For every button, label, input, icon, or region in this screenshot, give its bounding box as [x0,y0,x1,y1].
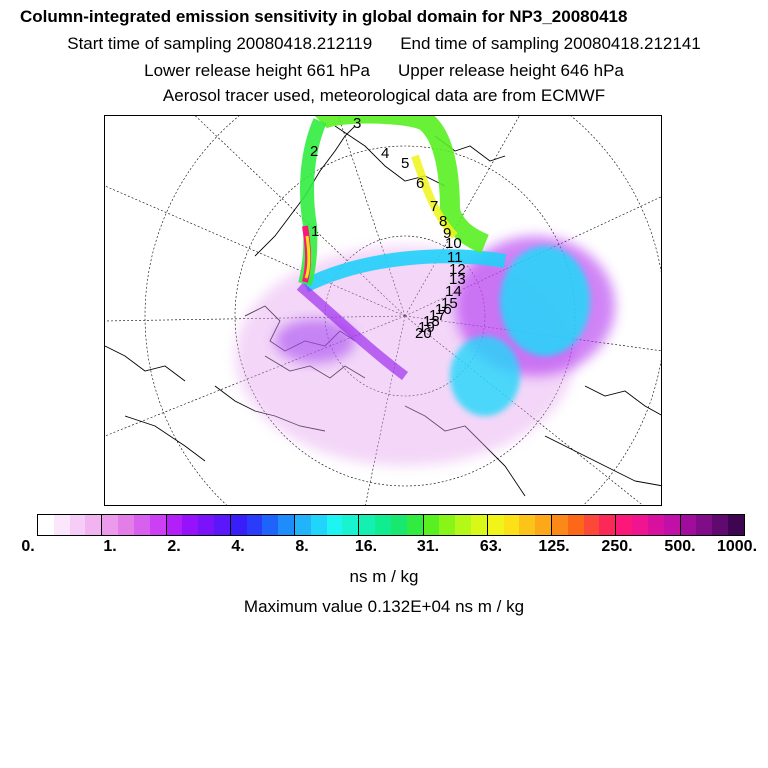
colorbar-swatch [262,515,279,535]
colorbar-swatch [696,515,713,535]
colorbar-swatch [213,515,230,535]
release-heights: Lower release height 661 hPa Upper releas… [0,61,768,81]
colorbar-swatch [470,515,487,535]
colorbar-swatch [647,515,664,535]
colorbar-swatch [294,515,311,535]
colorbar-swatch [439,515,456,535]
colorbar [37,514,745,536]
colorbar-swatch [278,515,294,535]
trajectory-label: 7 [430,198,438,215]
colorbar-swatch [422,515,440,535]
colorbar-swatch [198,515,214,535]
colorbar-swatch [455,515,471,535]
colorbar-swatch [567,515,584,535]
sensitivity-field [235,116,615,466]
colorbar-swatch [663,515,680,535]
colorbar-tick-label: 500. [664,538,696,555]
sampling-times: Start time of sampling 20080418.212119 En… [0,34,768,54]
trajectory-label: 3 [353,116,361,132]
trajectory-label: 6 [416,175,424,192]
trajectory-label: 11 [447,249,463,266]
colorbar-swatch [390,515,407,535]
colorbar-swatch [53,515,70,535]
colorbar-tick-label: 1. [103,538,117,555]
lower-release-height: Lower release height 661 hPa [144,61,370,80]
colorbar-swatch [149,515,166,535]
colorbar-swatch [503,515,520,535]
colorbar-tick-label: 31. [416,538,440,555]
colorbar-tick-label: 4. [231,538,245,555]
trajectory-label: 2 [310,143,318,160]
colorbar-swatch [535,515,551,535]
colorbar-swatch [133,515,150,535]
trajectory-label: 12 [449,261,466,278]
start-time: Start time of sampling 20080418.212119 [67,34,373,53]
colorbar-swatch [69,515,86,535]
tracer-info: Aerosol tracer used, meteorological data… [162,86,606,105]
trajectory-label: 20 [415,325,432,342]
end-time: End time of sampling 20080418.212141 [400,34,701,53]
colorbar-swatch [38,515,54,535]
colorbar-swatch [712,515,728,535]
map-title: Column-integrated emission sensitivity i… [20,7,628,26]
colorbar-swatch [727,515,744,535]
colorbar-swatch [375,515,391,535]
colorbar-tick-label: 2. [167,538,181,555]
trajectory-label: 15 [441,295,458,312]
colorbar-units: ns m / kg [349,567,419,586]
trajectory-label: 14 [445,283,462,300]
trajectory-label: 18 [423,313,440,330]
colorbar-swatch [101,515,119,535]
colorbar-swatch [342,515,359,535]
trajectory-label: 17 [429,307,446,324]
trajectory-label: 13 [449,271,466,288]
colorbar-tick-label: 63. [479,538,503,555]
colorbar-swatch [583,515,600,535]
colorbar-swatch [615,515,633,535]
colorbar-swatch [406,515,423,535]
colorbar-swatch [358,515,376,535]
colorbar-swatch [229,515,247,535]
colorbar-swatch [165,515,183,535]
colorbar-swatch [632,515,648,535]
colorbar-swatch [486,515,504,535]
colorbar-swatch [85,515,102,535]
colorbar-swatch [326,515,343,535]
emission-sensitivity-map: 1 2 3 4 5 6 7 8 9 10 11 12 13 14 15 16 17 18 19 20 [104,115,662,506]
trajectory-label: 8 [439,213,447,230]
colorbar-swatch [519,515,536,535]
colorbar-swatch [599,515,616,535]
trajectory-label: 5 [401,155,409,172]
trajectory-label: 1 [311,223,319,240]
trajectory-label: 19 [418,319,435,336]
trajectory-label: 4 [381,145,389,162]
colorbar-swatch [118,515,134,535]
trajectory-label: 10 [445,235,462,252]
colorbar-tick-label: 250. [601,538,633,555]
colorbar-tick-label: 0. [21,538,35,555]
colorbar-swatch [182,515,199,535]
upper-release-height: Upper release height 646 hPa [398,61,624,80]
trajectory-label: 16 [435,301,452,318]
colorbar-swatch [246,515,263,535]
maximum-value: Maximum value 0.132E+04 ns m / kg [243,597,525,616]
colorbar-swatch [310,515,327,535]
colorbar-swatch [551,515,568,535]
trajectory-label: 9 [443,225,451,242]
colorbar-tick-label: 16. [354,538,378,555]
colorbar-tick-label: 125. [538,538,570,555]
colorbar-swatch [679,515,697,535]
colorbar-tick-label: 1000. [716,538,758,555]
colorbar-tick-label: 8. [295,538,309,555]
